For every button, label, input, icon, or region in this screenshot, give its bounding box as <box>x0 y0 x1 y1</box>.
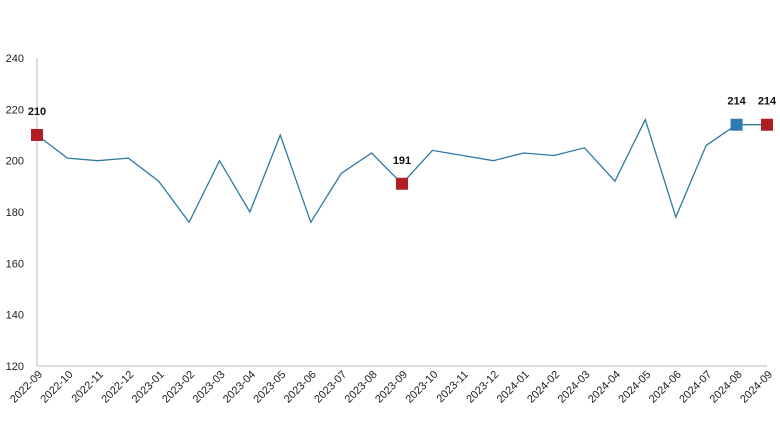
x-tick-label: 2023-03 <box>191 369 228 406</box>
y-axis: 120 140 160 180 200 220 240 <box>6 53 38 373</box>
x-tick-label: 2023-06 <box>282 369 319 406</box>
x-tick-label: 2022-09 <box>8 369 45 406</box>
x-tick-label: 2023-08 <box>343 369 380 406</box>
x-tick-label: 2024-07 <box>677 369 714 406</box>
x-tick-label: 2023-10 <box>404 369 441 406</box>
data-label: 214 <box>727 96 746 108</box>
x-tick-label: 2024-08 <box>708 369 745 406</box>
x-tick-label: 2024-02 <box>525 369 562 406</box>
x-axis: 2022-092022-102022-112022-122023-012023-… <box>8 365 775 406</box>
x-tick-label: 2024-04 <box>586 369 623 406</box>
x-tick-label: 2024-03 <box>556 369 593 406</box>
highlight-marker <box>730 118 743 131</box>
x-tick-label: 2024-01 <box>495 369 532 406</box>
y-tick-label: 140 <box>6 310 24 322</box>
x-tick-label: 2023-01 <box>130 369 167 406</box>
data-label: 191 <box>393 155 411 167</box>
x-tick-label: 2023-02 <box>160 369 197 406</box>
x-tick-label: 2024-05 <box>616 369 653 406</box>
highlight-markers: 210 191 214 214 <box>28 96 777 190</box>
y-tick-label: 220 <box>6 104 24 116</box>
highlight-marker <box>396 177 408 190</box>
y-tick-label: 120 <box>6 361 24 373</box>
y-tick-label: 180 <box>6 207 24 219</box>
highlight-marker <box>31 129 43 141</box>
data-label: 214 <box>758 96 777 108</box>
x-tick-label: 2023-05 <box>251 369 288 406</box>
y-tick-label: 200 <box>6 156 24 168</box>
x-tick-label: 2023-07 <box>312 369 349 406</box>
y-tick-label: 240 <box>6 53 24 65</box>
data-label: 210 <box>28 106 46 118</box>
x-tick-label: 2024-06 <box>647 369 684 406</box>
x-tick-label: 2023-12 <box>464 369 501 406</box>
x-tick-label: 2022-12 <box>99 369 136 406</box>
x-tick-label: 2023-09 <box>373 369 410 406</box>
x-tick-label: 2024-09 <box>738 369 775 406</box>
x-tick-label: 2023-04 <box>221 369 258 406</box>
series-layer <box>36 117 767 224</box>
y-tick-label: 160 <box>6 258 24 270</box>
highlight-marker <box>761 118 773 131</box>
series-line <box>36 117 767 224</box>
x-tick-label: 2022-10 <box>39 369 76 406</box>
